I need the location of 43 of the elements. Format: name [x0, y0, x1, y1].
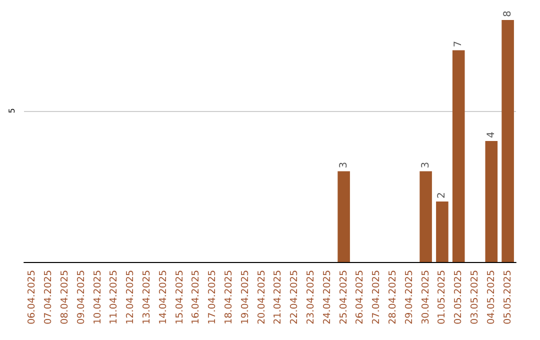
bar [338, 171, 350, 262]
data-label: 3 [420, 162, 432, 168]
data-label: 2 [436, 192, 448, 198]
x-tick-label: 27.04.2025 [371, 270, 382, 324]
x-tick-label: 19.04.2025 [240, 270, 251, 324]
x-tick-label: 18.04.2025 [224, 270, 234, 324]
x-tick-label: 15.04.2025 [174, 270, 186, 324]
x-tick-label: 11.04.2025 [108, 270, 120, 324]
x-tick-label: 02.05.2025 [453, 270, 464, 324]
x-tick-label: 16.04.2025 [190, 270, 202, 324]
x-tick-label: 08.04.2025 [60, 270, 70, 324]
x-tick-label: 30.04.2025 [420, 270, 432, 324]
x-tick-label: 12.04.2025 [125, 270, 136, 324]
data-label: 3 [338, 162, 350, 168]
x-tick-label: 10.04.2025 [92, 270, 104, 324]
x-tick-label: 01.05.2025 [436, 270, 448, 324]
bar [436, 202, 448, 262]
x-tick-label: 06.04.2025 [26, 270, 38, 324]
x-tick-label: 25.04.2025 [338, 270, 350, 324]
x-tick-label: 26.04.2025 [354, 270, 366, 324]
x-tick-label: 17.04.2025 [207, 270, 218, 324]
x-tick-label: 04.05.2025 [486, 270, 497, 324]
bar [502, 20, 514, 262]
data-label: 7 [453, 40, 464, 48]
x-tick-label: 07.04.2025 [43, 270, 54, 324]
y-tick-label: 5 [8, 108, 16, 114]
bar [452, 50, 465, 262]
x-tick-label: 03.05.2025 [470, 270, 480, 324]
bar [420, 171, 432, 262]
x-tick-label: 05.05.2025 [502, 270, 514, 324]
x-tick-label: 09.04.2025 [76, 270, 87, 324]
data-label: 4 [486, 132, 497, 138]
data-label: 8 [502, 10, 514, 17]
x-tick-label: 20.04.2025 [256, 270, 268, 324]
x-tick-label: 29.04.2025 [404, 270, 415, 324]
x-tick-label: 21.04.2025 [272, 270, 284, 324]
x-tick-label: 23.04.2025 [306, 270, 316, 324]
x-tick-label: 13.04.2025 [142, 270, 152, 324]
bar [485, 141, 498, 262]
x-tick-label: 24.04.2025 [322, 270, 333, 324]
x-tick-label: 28.04.2025 [388, 270, 398, 324]
x-tick-label: 22.04.2025 [289, 270, 300, 324]
x-tick-label: 14.04.2025 [158, 270, 169, 324]
